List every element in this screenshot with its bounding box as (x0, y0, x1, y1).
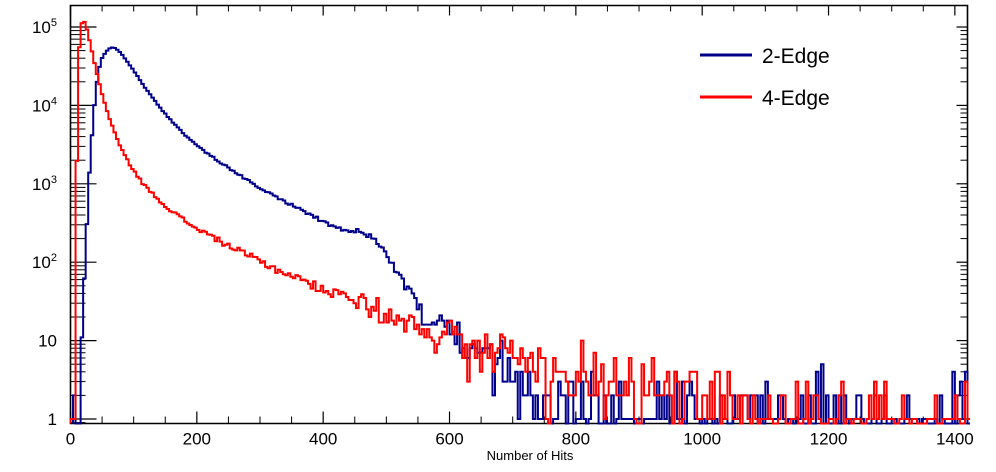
x-tick-label: 200 (183, 430, 211, 449)
plot-frame (69, 4, 969, 425)
series-4-edge (69, 20, 971, 425)
legend-label-4-edge: 4-Edge (762, 87, 830, 110)
x-tick-label: 600 (435, 430, 463, 449)
y-tick-label: 105 (32, 17, 57, 37)
x-tick-label: 1000 (683, 430, 721, 449)
y-tick-label: 10 (38, 332, 57, 351)
data-series-layer (69, 20, 971, 425)
series-2-edge (72, 46, 971, 425)
x-tick-label: 1400 (936, 430, 974, 449)
y-tick-label: 103 (32, 174, 57, 194)
y-tick-label: 104 (32, 95, 57, 115)
legend-label-2-edge: 2-Edge (762, 45, 830, 68)
x-tick-label: 400 (309, 430, 337, 449)
y-axis-tick-labels: 1 10 102 103 104 105 (32, 17, 57, 429)
x-axis-tick-labels: 0 200 400 600 800 1000 1200 1400 (66, 430, 974, 449)
x-tick-label: 1200 (810, 430, 848, 449)
x-tick-label: 800 (562, 430, 590, 449)
legend: 2-Edge 4-Edge (700, 45, 830, 110)
x-tick-label: 0 (66, 430, 75, 449)
y-tick-label: 102 (32, 252, 57, 272)
y-tick-label: 1 (48, 410, 57, 429)
x-axis-ticks (69, 5, 956, 424)
x-axis-title: Number of Hits (487, 448, 574, 463)
